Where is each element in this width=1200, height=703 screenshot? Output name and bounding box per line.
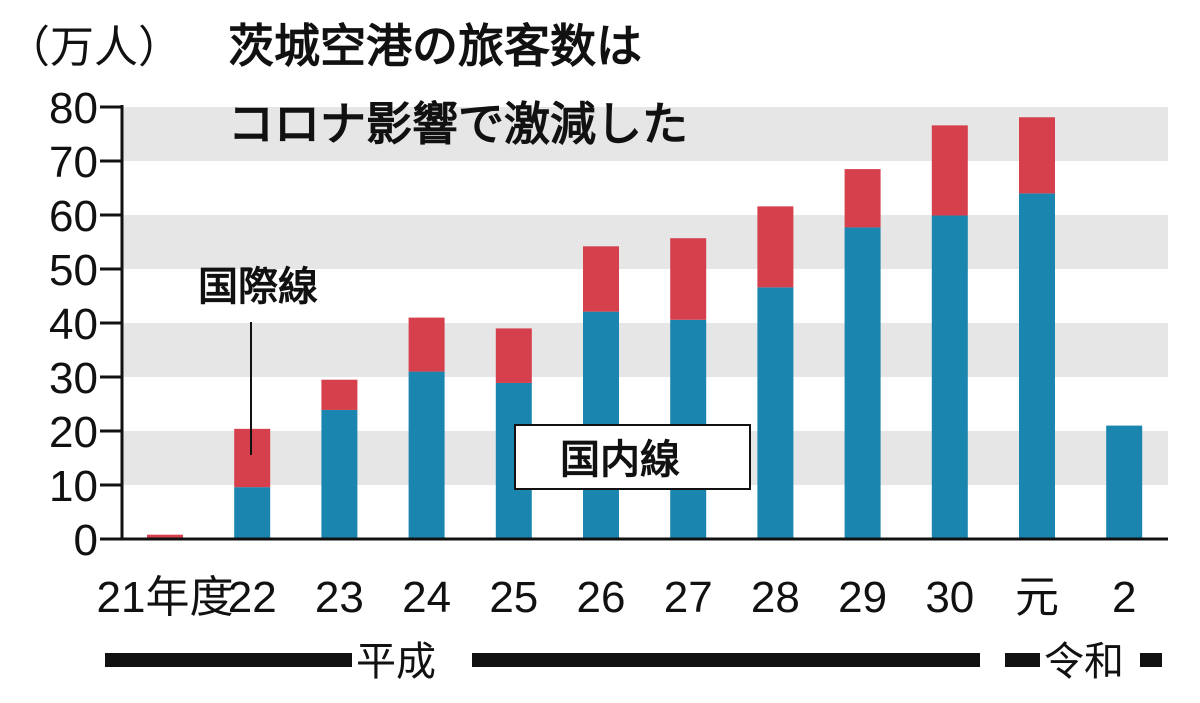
x-tick-label: 2 [1112, 573, 1136, 622]
x-tick-label: 27 [664, 573, 713, 622]
y-tick-label: 10 [49, 462, 98, 511]
bar-domestic [1106, 425, 1143, 539]
x-tick-label: 22 [228, 573, 277, 622]
bar-international [321, 379, 358, 410]
chart-title-line-2: コロナ影響で激減した [228, 97, 688, 151]
y-tick-label: 0 [74, 516, 98, 565]
bar-domestic [844, 227, 881, 540]
era-label-bg-reiwa [1040, 636, 1140, 686]
domestic-label: 国内線 [560, 437, 680, 483]
x-tick-label: 21年度 [97, 573, 234, 622]
bar-international [495, 328, 532, 383]
era-label-reiwa: 令和 [1044, 639, 1124, 685]
y-tick-label: 50 [49, 246, 98, 295]
y-tick-label: 80 [49, 84, 98, 133]
y-tick-label: 60 [49, 192, 98, 241]
x-tick-label: 29 [838, 573, 887, 622]
bar-international [757, 206, 794, 288]
bar-international [931, 125, 968, 216]
y-tick-label: 20 [49, 408, 98, 457]
x-tick-label: 28 [751, 573, 800, 622]
x-tick-label: 25 [489, 573, 538, 622]
grid-band [122, 107, 1168, 161]
bar-domestic [408, 371, 445, 539]
era-label-bg-heisei [352, 636, 472, 686]
bar-domestic [931, 215, 968, 540]
bar-international [670, 238, 707, 320]
bar-international [234, 428, 271, 488]
domestic-label-box [514, 424, 751, 490]
bar-domestic [321, 409, 358, 539]
bar-international [147, 534, 183, 539]
x-tick-label: 26 [577, 573, 626, 622]
x-tick-label: 23 [315, 573, 364, 622]
bar-domestic [757, 287, 794, 539]
bar-international [844, 169, 881, 228]
bar-domestic [1019, 193, 1055, 539]
y-axis-label: （万人） [6, 23, 182, 72]
grid-band [122, 215, 1168, 269]
bar-international [583, 246, 619, 312]
y-tick-label: 70 [49, 138, 98, 187]
international-label: 国際線 [198, 264, 318, 310]
chart-title-line-1: 茨城空港の旅客数は [228, 19, 642, 73]
x-tick-label: 24 [402, 573, 451, 622]
grid-band [122, 323, 1168, 377]
bar-international [408, 317, 445, 372]
x-tick-label: 30 [925, 573, 974, 622]
y-tick-label: 30 [49, 354, 98, 403]
era-label-heisei: 平成 [356, 639, 436, 685]
bar-domestic [234, 487, 271, 539]
era-bar-heisei [105, 653, 980, 667]
x-tick-label: 元 [1015, 573, 1059, 622]
bar-international [1019, 117, 1055, 194]
y-tick-label: 40 [49, 300, 98, 349]
